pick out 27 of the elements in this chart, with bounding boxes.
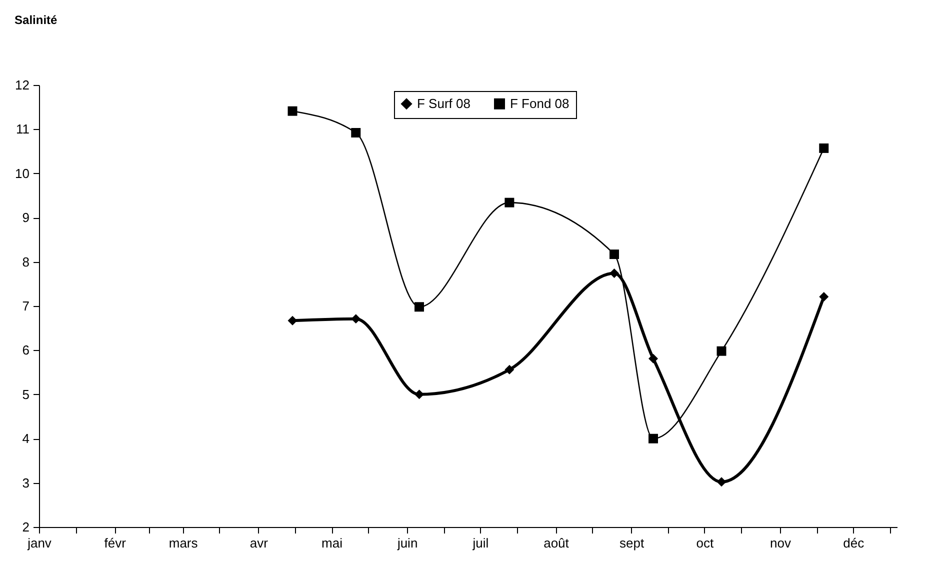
legend-label: F Fond 08	[510, 96, 570, 111]
y-tick-label: 7	[22, 298, 30, 314]
chart-title: Salinité	[14, 13, 58, 27]
x-tick-label: mars	[168, 536, 198, 550]
x-tick-label: nov	[770, 536, 792, 550]
x-tick-label: déc	[843, 536, 865, 550]
y-tick-label: 4	[22, 431, 30, 446]
x-tick-label: févr	[104, 536, 127, 550]
y-tick-label: 11	[16, 122, 30, 137]
x-tick-label: avr	[250, 536, 269, 550]
x-tick-label: juil	[472, 536, 489, 550]
y-tick-label: 10	[15, 166, 30, 181]
x-tick-label: janv	[26, 536, 52, 550]
legend-label: F Surf 08	[417, 96, 470, 111]
y-tick-label: 8	[22, 254, 30, 270]
y-tick-label: 2	[22, 520, 30, 534]
y-tick-label: 12	[15, 78, 30, 92]
y-tick-label: 5	[22, 386, 30, 402]
x-tick-label: oct	[696, 536, 714, 550]
x-tick-label: sept	[620, 536, 644, 550]
x-tick-label: mai	[322, 536, 343, 550]
y-tick-label: 6	[22, 342, 30, 358]
x-tick-label: juin	[396, 536, 418, 550]
x-tick-label: août	[544, 536, 570, 550]
y-tick-label: 9	[22, 210, 30, 226]
point	[351, 128, 361, 138]
y-tick-label: 3	[22, 475, 30, 490]
